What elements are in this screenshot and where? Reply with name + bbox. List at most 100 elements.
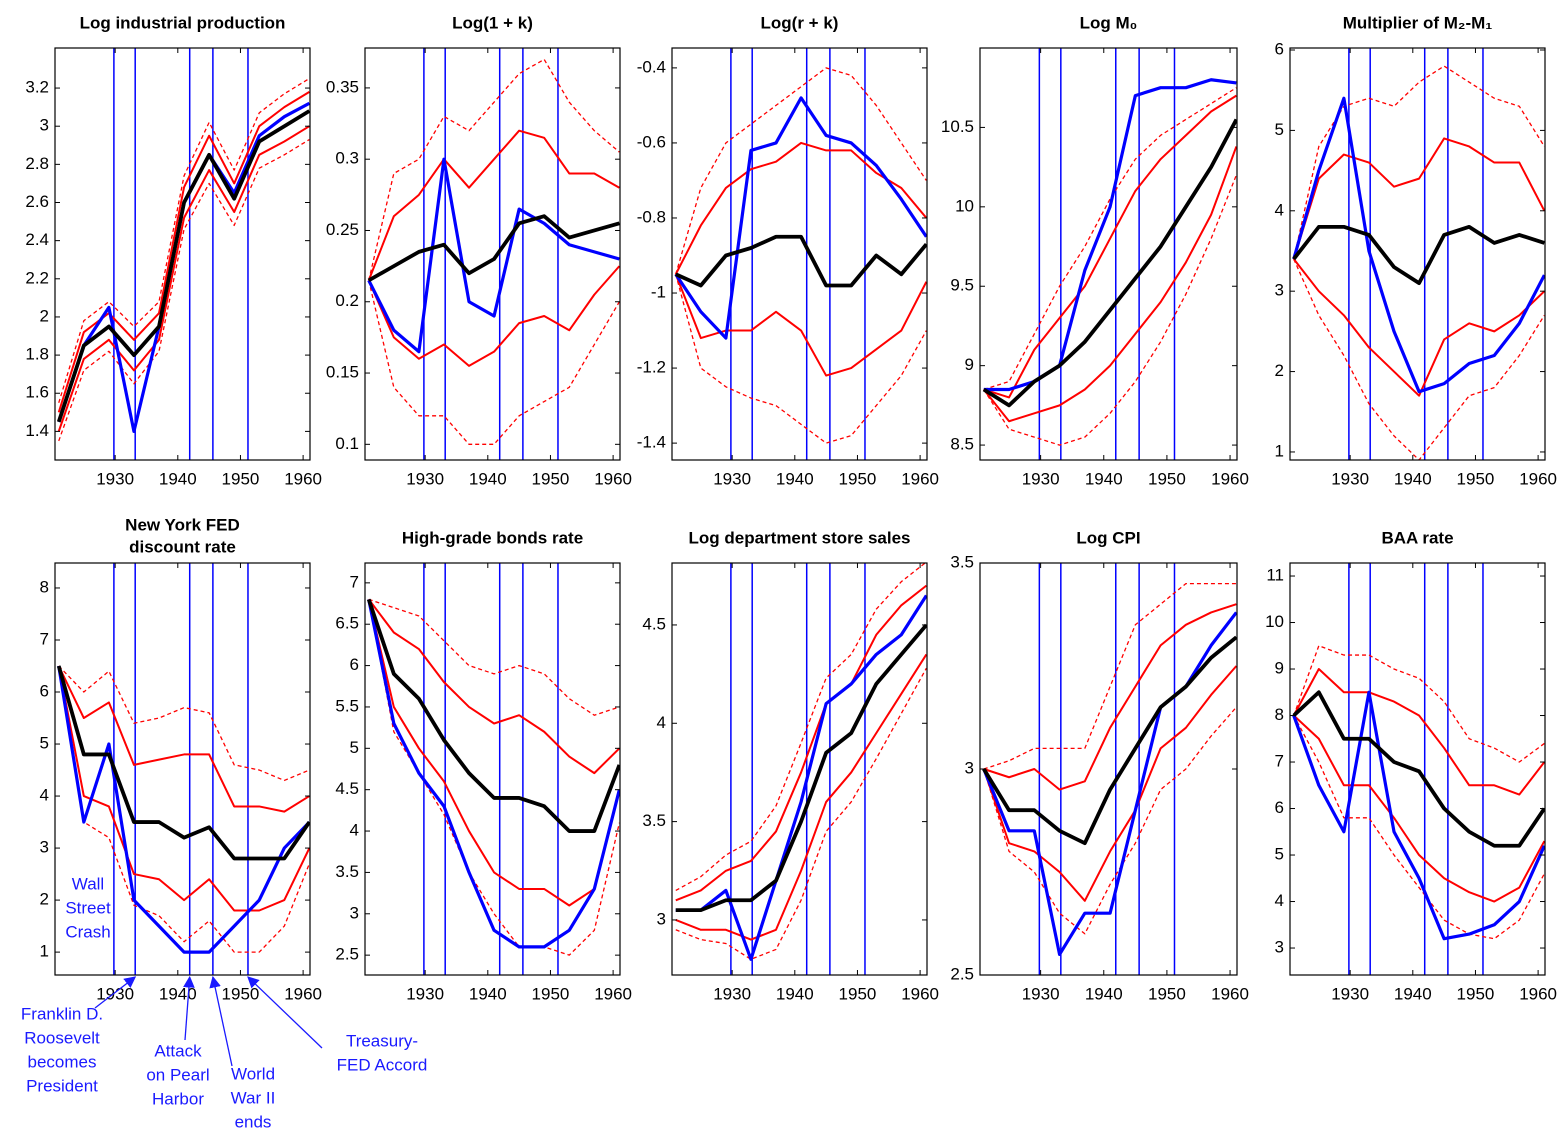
- annotation-text: Crash: [65, 922, 110, 941]
- x-tick-label: 1930: [1331, 984, 1369, 1003]
- series-line: [674, 234, 927, 288]
- annotation-text: World: [231, 1064, 275, 1083]
- annotation-text: Roosevelt: [24, 1028, 100, 1047]
- x-tick-label: 1960: [901, 469, 939, 488]
- y-tick-label: 10: [955, 196, 974, 215]
- y-tick-label: 2.8: [25, 154, 49, 173]
- axes-frame: [54, 562, 311, 976]
- y-tick-label: 9.5: [950, 276, 974, 295]
- x-tick-label: 1930: [1022, 984, 1060, 1003]
- annotation-text: War II: [231, 1088, 276, 1107]
- series-line: [58, 139, 310, 442]
- chart-title: New York FED: [125, 515, 240, 534]
- axes-frame: [671, 562, 928, 976]
- y-tick-label: 0.3: [335, 149, 359, 168]
- chart-title: Log CPI: [1076, 528, 1140, 547]
- chart-title: Log industrial production: [80, 13, 286, 32]
- chart-title: Log department store sales: [688, 528, 910, 547]
- series-line: [1292, 258, 1545, 397]
- y-tick-label: 3.2: [25, 78, 49, 97]
- series-line: [1292, 690, 1545, 941]
- y-tick-label: 1.4: [25, 421, 49, 440]
- series-line: [982, 611, 1237, 956]
- y-tick-label: 3: [965, 758, 974, 777]
- x-tick-label: 1930: [96, 469, 134, 488]
- x-tick-label: 1930: [406, 469, 444, 488]
- series-line: [58, 665, 310, 782]
- y-tick-label: 3: [1275, 281, 1284, 300]
- y-tick-label: 0.15: [326, 363, 359, 382]
- x-tick-label: 1940: [159, 469, 197, 488]
- series-group: [982, 78, 1237, 446]
- series-group: [1292, 645, 1545, 941]
- series-line: [1292, 224, 1545, 286]
- series-line: [367, 129, 620, 281]
- y-tick-label: 4: [657, 713, 666, 732]
- y-tick-label: -0.4: [637, 57, 666, 76]
- y-tick-label: 2.2: [25, 268, 49, 287]
- y-tick-label: 8.5: [950, 435, 974, 454]
- y-tick-label: 4: [40, 786, 49, 805]
- series-group: [1292, 65, 1545, 460]
- panel: Log CPI 2.5 3 3.5 1930 1940 1950 1960: [950, 528, 1249, 1003]
- series-line: [368, 599, 620, 956]
- series-line: [1293, 258, 1545, 460]
- series-line: [982, 635, 1237, 846]
- axes-frame: [364, 47, 621, 461]
- series-line: [675, 594, 927, 961]
- x-tick-label: 1950: [1148, 469, 1186, 488]
- series-group: [56, 665, 310, 954]
- x-tick-label: 1950: [222, 469, 260, 488]
- series-line: [982, 118, 1237, 408]
- chart-title: Log M₀: [1080, 13, 1138, 32]
- y-tick-label: 8: [40, 577, 49, 596]
- y-tick-label: 6: [350, 655, 359, 674]
- series-line: [983, 146, 1237, 423]
- x-tick-label: 1930: [713, 984, 751, 1003]
- y-tick-label: 2: [40, 306, 49, 325]
- series-line: [983, 706, 1237, 935]
- x-tick-label: 1950: [839, 984, 877, 1003]
- series-line: [675, 653, 927, 941]
- y-tick-label: 3.5: [642, 811, 666, 830]
- series-line: [1292, 668, 1545, 796]
- annotation-text: becomes: [28, 1052, 97, 1071]
- axes-frame: [364, 562, 621, 976]
- x-tick-label: 1940: [776, 984, 814, 1003]
- y-tick-label: 5: [40, 734, 49, 753]
- series-line: [367, 157, 620, 354]
- annotation-arrow: [247, 976, 323, 1049]
- y-tick-label: 1.6: [25, 383, 49, 402]
- panel: Log department store sales 3 3.5 4 4.5 1930 19…: [642, 528, 939, 1003]
- y-tick-label: 3.5: [950, 552, 974, 571]
- series-line: [368, 58, 620, 281]
- y-tick-label: 4: [350, 821, 359, 840]
- y-tick-label: 6: [1275, 798, 1284, 817]
- y-tick-label: 2.5: [335, 945, 359, 964]
- x-tick-label: 1940: [1085, 469, 1123, 488]
- x-tick-label: 1950: [1148, 984, 1186, 1003]
- series-line: [367, 599, 620, 907]
- x-tick-label: 1950: [1457, 469, 1495, 488]
- series-line: [366, 598, 620, 833]
- y-tick-label: 6.5: [335, 614, 359, 633]
- series-line: [674, 96, 927, 340]
- series-line: [675, 623, 927, 913]
- y-tick-label: 2.5: [950, 964, 974, 983]
- annotation-text: Attack: [154, 1041, 202, 1060]
- axes-frame: [1289, 562, 1546, 976]
- y-tick-label: 0.2: [335, 291, 359, 310]
- series-line: [56, 109, 310, 423]
- x-tick-label: 1940: [776, 469, 814, 488]
- y-tick-label: 4: [1275, 891, 1284, 910]
- x-tick-label: 1930: [96, 984, 134, 1003]
- series-group: [675, 563, 927, 961]
- annotation-text: Franklin D.: [21, 1004, 103, 1023]
- panel: Multiplier of M₂-M₁ 1 2 3 4 5 6 1930 1940 1950 196…: [1275, 13, 1557, 488]
- panel: Log(r + k) -1.4 -1.2 -1 -0.8 -0.6 -0.4 1930 1940…: [637, 13, 939, 488]
- axes-frame: [54, 47, 311, 461]
- chart-title: High-grade bonds rate: [402, 528, 583, 547]
- y-tick-label: -1.4: [637, 433, 666, 452]
- series-line: [983, 94, 1237, 399]
